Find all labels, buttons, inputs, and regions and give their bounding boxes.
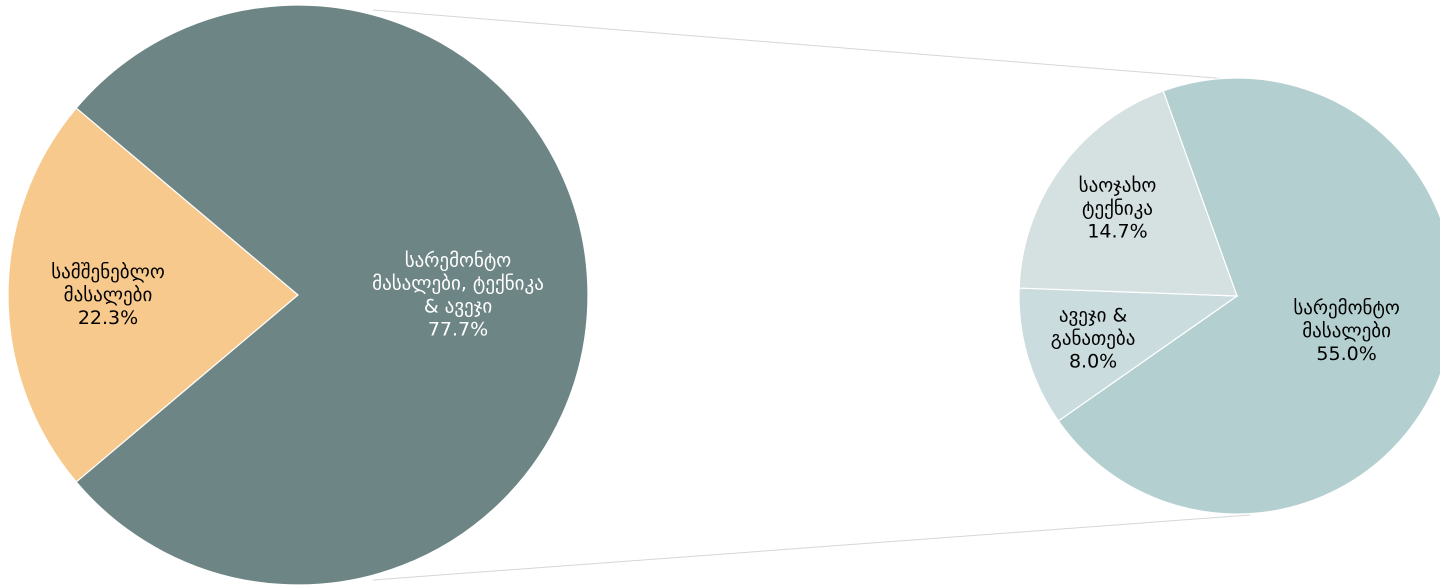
- main-slice-1-name-line: მასალები: [64, 284, 153, 306]
- main-slice-2-name-line: მასალები, ტექნიკა: [372, 272, 544, 294]
- breakdown-slice-2-label: ავეჯი & განათება 8.0%: [1051, 304, 1136, 372]
- breakdown-pie: სარემონტო მასალები 55.0% ავეჯი & განათება 8.0…: [1018, 77, 1440, 515]
- main-slice-1-value: 22.3%: [78, 307, 138, 329]
- connector-line-top: [372, 9, 1229, 80]
- breakdown-slice-3-value: 14.7%: [1087, 220, 1147, 242]
- main-slice-2-name-line: & ავეჯი: [424, 295, 492, 317]
- connector-line-bottom: [372, 514, 1251, 581]
- breakdown-slice-1-value: 55.0%: [1316, 342, 1376, 364]
- main-pie: სამშენებლო მასალები 22.3%სარემონტო მასალები…: [7, 4, 589, 585]
- breakdown-slice-3-label: საოჯახო ტექნიკა 14.7%: [1079, 174, 1157, 242]
- main-slice-2-name-line: სარემონტო: [405, 249, 512, 271]
- breakdown-slice-2-value: 8.0%: [1069, 350, 1117, 372]
- breakdown-slice-1-name-line: სარემონტო: [1293, 296, 1400, 318]
- main-slice-2-label: სარემონტო მასალები, ტექნიკა & ავეჯი 77.7%: [372, 249, 544, 340]
- main-slice-2: [75, 4, 589, 585]
- breakdown-slice-3-name-line: საოჯახო: [1079, 174, 1157, 196]
- main-slice-1-label: სამშენებლო მასალები 22.3%: [51, 261, 165, 329]
- breakdown-slice-2: [1018, 287, 1239, 422]
- main-slice-1-name-line: სამშენებლო: [51, 261, 165, 283]
- breakdown-slice-1: [1057, 77, 1440, 515]
- breakdown-slice-2-name-line: განათება: [1051, 327, 1136, 349]
- breakdown-slice-3: [1018, 90, 1238, 297]
- main-slice-2-value: 77.7%: [428, 318, 488, 340]
- breakdown-slice-1-label: სარემონტო მასალები 55.0%: [1293, 296, 1400, 364]
- breakdown-slice-3-name-line: ტექნიკა: [1082, 197, 1153, 219]
- breakdown-slice-2-name-line: ავეჯი &: [1059, 304, 1128, 326]
- breakdown-slice-1-name-line: მასალები: [1302, 319, 1391, 341]
- main-slice-1: [7, 107, 299, 483]
